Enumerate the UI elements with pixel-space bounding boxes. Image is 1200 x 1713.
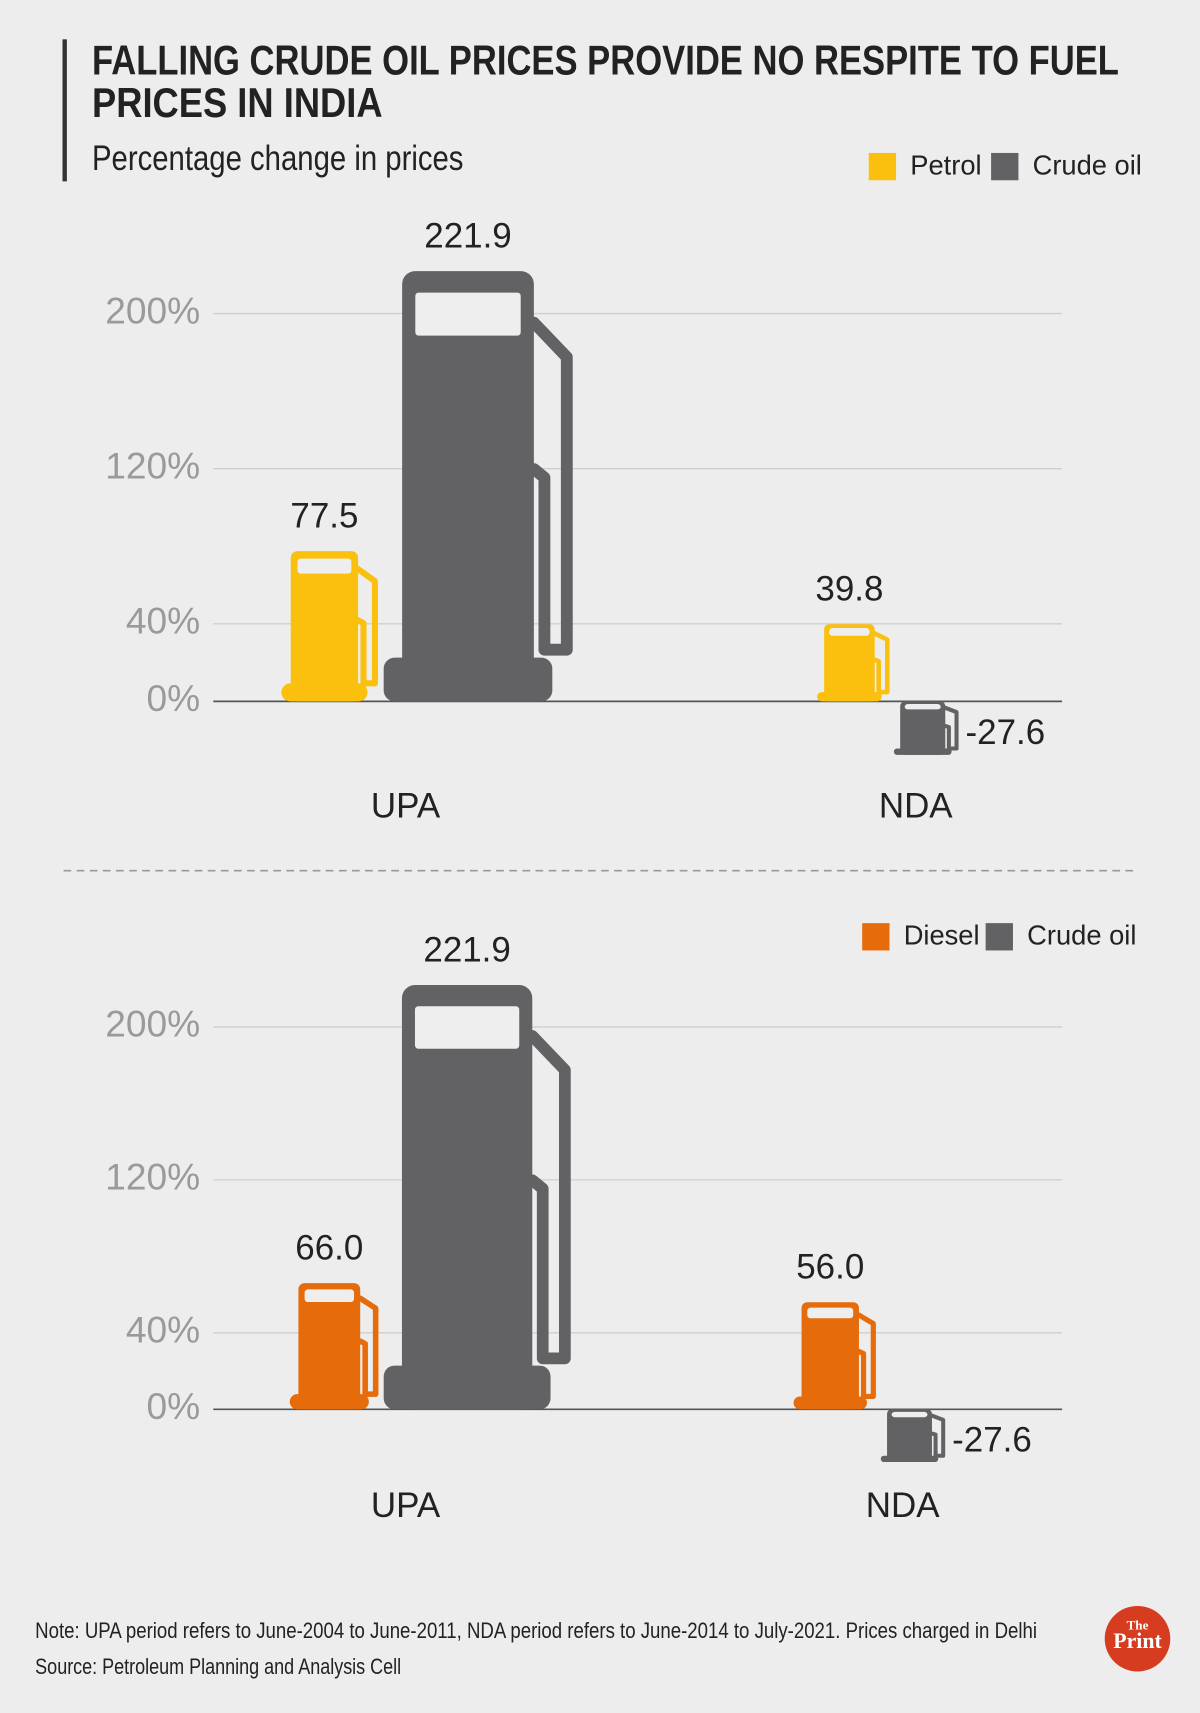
bar bbox=[402, 271, 534, 702]
value-label: -27.6 bbox=[952, 1420, 1032, 1459]
pump-hose bbox=[872, 631, 890, 695]
pump-base bbox=[893, 748, 952, 755]
title-bar bbox=[62, 39, 67, 182]
bar bbox=[900, 701, 946, 755]
pump-window bbox=[304, 1289, 355, 1303]
pump-window bbox=[829, 628, 870, 636]
legend-label: Diesel bbox=[904, 920, 980, 951]
y-tick-label: 120% bbox=[105, 1156, 200, 1198]
y-tick-label: 120% bbox=[105, 444, 200, 486]
pump-hose bbox=[929, 1413, 946, 1458]
pump-window bbox=[297, 558, 352, 574]
x-tick-label: NDA bbox=[866, 1486, 940, 1525]
legend-swatch bbox=[985, 923, 1013, 951]
y-tick-label: 200% bbox=[105, 289, 200, 331]
bar bbox=[298, 1283, 361, 1410]
pump-hose bbox=[856, 1312, 876, 1400]
pump-base bbox=[793, 1396, 867, 1410]
value-label: 39.8 bbox=[815, 570, 883, 609]
pump-base bbox=[817, 692, 882, 702]
legend-swatch bbox=[868, 152, 897, 181]
subtitle: Percentage change in prices bbox=[92, 139, 463, 178]
pump-hose bbox=[355, 566, 378, 687]
y-tick-label: 40% bbox=[126, 600, 200, 642]
pump-base bbox=[289, 1394, 369, 1410]
pump-hose bbox=[943, 705, 959, 751]
value-label: 221.9 bbox=[423, 931, 510, 970]
value-label: 221.9 bbox=[424, 217, 511, 256]
bar bbox=[401, 985, 533, 1410]
logo-text: The bbox=[1127, 1618, 1149, 1633]
legend-label: Petrol bbox=[910, 149, 981, 180]
pump-window bbox=[807, 1307, 854, 1319]
pump-window bbox=[414, 1006, 520, 1049]
pump-window bbox=[904, 704, 941, 710]
legend-label: Crude oil bbox=[1027, 920, 1136, 951]
bar bbox=[824, 624, 875, 702]
x-tick-label: UPA bbox=[371, 787, 441, 826]
pump-base bbox=[383, 657, 553, 702]
y-tick-label: 200% bbox=[105, 1003, 200, 1045]
value-label: 66.0 bbox=[295, 1229, 363, 1268]
legend-swatch bbox=[862, 923, 890, 951]
pump-hose bbox=[526, 1030, 571, 1365]
y-tick-label: 0% bbox=[146, 1385, 200, 1427]
note: Note: UPA period refers to June-2004 to … bbox=[35, 1618, 1037, 1643]
title-line: FALLING CRUDE OIL PRICES PROVIDE NO RESP… bbox=[92, 36, 1119, 83]
y-tick-label: 40% bbox=[126, 1309, 200, 1351]
bar bbox=[801, 1302, 859, 1410]
pump-hose bbox=[527, 316, 573, 656]
value-label: 77.5 bbox=[290, 497, 358, 536]
logo bbox=[1104, 1605, 1171, 1672]
bar bbox=[290, 551, 359, 702]
title-line: PRICES IN INDIA bbox=[92, 79, 383, 126]
x-tick-label: NDA bbox=[879, 787, 953, 826]
y-tick-label: 0% bbox=[146, 677, 200, 719]
value-label: 56.0 bbox=[796, 1248, 864, 1287]
pump-window bbox=[415, 292, 521, 336]
legend-label: Crude oil bbox=[1033, 149, 1142, 180]
logo-text: Print bbox=[1113, 1629, 1162, 1653]
pump-hose bbox=[357, 1295, 379, 1397]
legend-swatch bbox=[991, 152, 1019, 181]
pump-window bbox=[891, 1411, 928, 1418]
pump-base bbox=[383, 1365, 551, 1410]
x-tick-label: UPA bbox=[371, 1486, 441, 1525]
pump-base bbox=[281, 683, 368, 702]
pump-base bbox=[880, 1455, 939, 1463]
value-label: -27.6 bbox=[966, 713, 1046, 752]
source: Source: Petroleum Planning and Analysis … bbox=[35, 1654, 401, 1679]
bar bbox=[887, 1409, 932, 1463]
